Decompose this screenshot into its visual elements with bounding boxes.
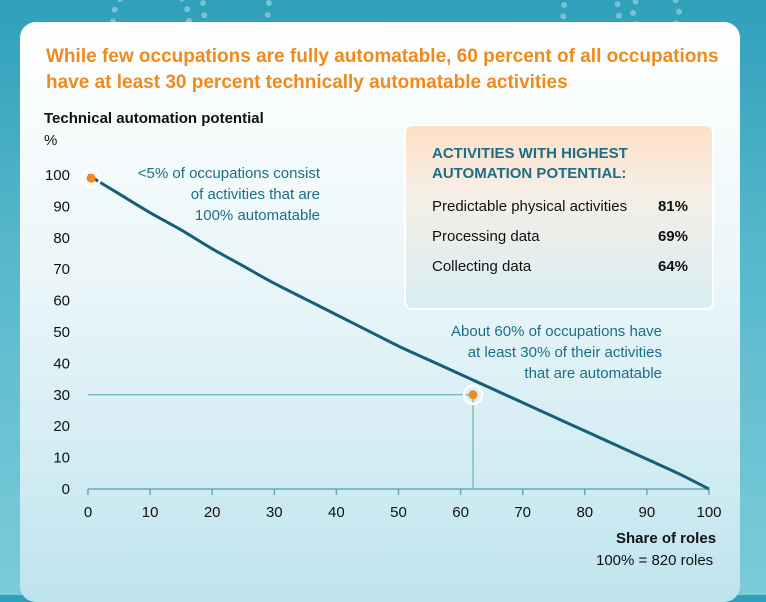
activity-value: 64% <box>657 258 688 275</box>
y-axis-label: Technical automation potential <box>44 110 264 127</box>
activity-value: 81% <box>657 198 688 215</box>
highlight-point <box>86 173 96 183</box>
y-tick-label: 70 <box>53 261 70 278</box>
activity-row: Collecting data 64% <box>432 258 688 275</box>
x-tick-label: 0 <box>84 504 92 521</box>
x-tick-label: 100 <box>696 504 721 521</box>
activity-label: Predictable physical activities <box>432 198 628 215</box>
x-tick-label: 70 <box>514 504 531 521</box>
y-tick-label: 10 <box>53 450 70 467</box>
annotation-1-line-2: of activities that are <box>191 186 320 203</box>
series-line <box>87 173 710 491</box>
x-axis-label: Share of roles <box>616 530 717 547</box>
title-line-2: have at least 30 percent technically aut… <box>46 72 568 93</box>
y-tick-label: 80 <box>53 230 70 247</box>
activity-row: Predictable physical activities 81% <box>432 198 688 215</box>
activity-label: Processing data <box>432 228 540 245</box>
highlight-point <box>468 390 478 400</box>
x-tick-label: 60 <box>452 504 469 521</box>
annotation-2-line-1: About 60% of occupations have <box>451 323 662 340</box>
page-title: While few occupations are fully automata… <box>46 44 736 96</box>
annotation-1-line-3: 100% automatable <box>195 207 320 224</box>
x-tick-label: 90 <box>639 504 656 521</box>
highlight-ring <box>80 167 102 189</box>
y-ticks: 0 10 20 30 40 50 60 70 80 90 100 <box>45 167 70 498</box>
activity-value: 69% <box>657 228 688 245</box>
x-tick-marks <box>87 489 710 495</box>
x-axis-note: 100% = 820 roles <box>596 552 714 569</box>
chart-card <box>20 22 740 602</box>
x-ticks: 0 10 20 30 40 50 60 70 80 90 100 <box>84 504 722 521</box>
y-tick-label: 20 <box>53 418 70 435</box>
box-title-line-2: AUTOMATION POTENTIAL: <box>432 165 627 182</box>
x-tick-label: 20 <box>204 504 221 521</box>
y-tick-label: 30 <box>53 387 70 404</box>
box-title-line-1: ACTIVITIES WITH HIGHEST <box>432 145 628 162</box>
y-tick-label: 100 <box>45 167 70 184</box>
highlight-ring <box>462 384 484 406</box>
activity-row: Processing data 69% <box>432 228 688 245</box>
activity-label: Collecting data <box>432 258 532 275</box>
x-tick-label: 80 <box>576 504 593 521</box>
y-tick-label: 50 <box>53 324 70 341</box>
title-line-1: While few occupations are fully automata… <box>46 46 719 67</box>
y-tick-label: 40 <box>53 355 70 372</box>
x-tick-label: 10 <box>142 504 159 521</box>
x-tick-label: 40 <box>328 504 345 521</box>
y-axis-unit: % <box>44 132 58 149</box>
highlight-points <box>80 167 484 406</box>
annotation-2-line-3: that are automatable <box>524 365 662 382</box>
y-tick-label: 0 <box>62 481 70 498</box>
y-tick-label: 90 <box>53 198 70 215</box>
y-tick-label: 60 <box>53 293 70 310</box>
annotation-2-line-2: at least 30% of their activities <box>468 344 662 361</box>
x-tick-label: 30 <box>266 504 283 521</box>
x-tick-label: 50 <box>390 504 407 521</box>
highest-potential-box: ACTIVITIES WITH HIGHEST AUTOMATION POTEN… <box>404 124 714 310</box>
box-title: ACTIVITIES WITH HIGHEST AUTOMATION POTEN… <box>432 144 692 184</box>
annotation-1-line-1: <5% of occupations consist <box>138 165 321 182</box>
